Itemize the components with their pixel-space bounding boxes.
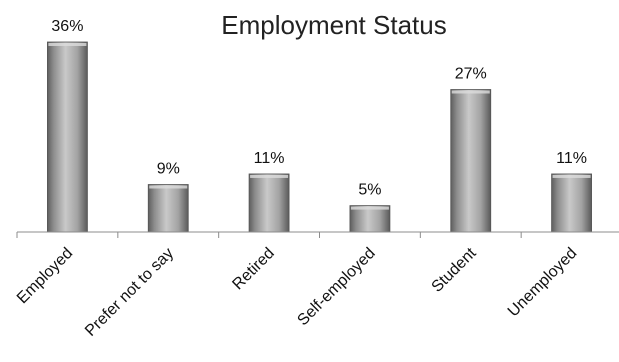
data-label: 27% [455, 66, 487, 83]
bar-top-highlight [350, 206, 389, 210]
data-label: 5% [358, 182, 381, 199]
bar [248, 173, 290, 233]
data-label: 36% [51, 18, 83, 35]
bar [450, 89, 492, 233]
x-axis-label: Unemployed [505, 245, 581, 321]
chart-title: Employment Status [221, 10, 446, 40]
bar-body [450, 89, 492, 233]
data-label: 9% [157, 161, 180, 178]
bar [349, 205, 391, 233]
x-axis-labels-group: Employed Prefer not to say Retired Self-emp… [14, 244, 581, 339]
x-axis-ticks [16, 232, 522, 238]
x-axis-label: Prefer not to say [82, 245, 177, 340]
x-axis-label: Student [429, 244, 480, 295]
x-axis-label: Retired [229, 245, 277, 293]
bar [47, 41, 88, 233]
bar-body [349, 205, 391, 233]
data-label: 11% [556, 150, 587, 167]
bar-top-highlight [451, 90, 490, 94]
x-axis-label: Self-employed [294, 245, 378, 329]
data-label: 11% [254, 150, 285, 167]
bar-top-highlight [250, 174, 289, 178]
bar-body [248, 173, 290, 233]
data-labels-group: 36% 9% 11% 5% 27% 11% [51, 18, 587, 199]
bar [147, 184, 189, 233]
x-axis-label: Employed [14, 245, 76, 307]
bar-body [551, 173, 592, 233]
bar-body [47, 41, 88, 233]
bar [551, 173, 592, 233]
bar-top-highlight [149, 185, 188, 189]
bars-group [47, 41, 592, 233]
bar-body [147, 184, 189, 233]
bar-top-highlight [48, 43, 87, 46]
bar-top-highlight [552, 174, 591, 178]
